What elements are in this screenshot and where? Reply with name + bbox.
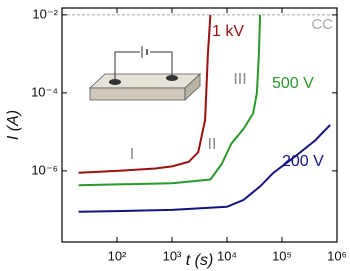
plot-frame	[61, 7, 338, 243]
x-tick-label: 10²	[108, 248, 127, 263]
series-label: 200 V	[282, 153, 324, 170]
series-label: 500 V	[272, 75, 314, 92]
sample-inset	[88, 46, 202, 101]
y-tick-label: 10⁻⁴	[31, 84, 58, 99]
x-tick-label: 10⁴	[217, 248, 237, 263]
x-axis-label: t (s)	[186, 252, 214, 269]
x-tick-label: 10⁶	[327, 248, 347, 263]
compliance-label: CC	[311, 16, 333, 33]
line-series	[78, 124, 331, 213]
annotation: II	[208, 136, 217, 153]
line-series	[78, 14, 262, 187]
y-tick-label: 10⁻²	[32, 6, 58, 21]
series-label: 1 kV	[212, 23, 244, 40]
x-tick-label: 10⁵	[272, 248, 292, 263]
y-tick-label: 10⁻⁶	[31, 162, 58, 177]
line-series	[78, 14, 212, 174]
y-axis-label: I (A)	[5, 110, 22, 140]
annotation: III	[233, 71, 246, 88]
annotation: I	[130, 146, 134, 163]
x-tick-label: 10³	[163, 248, 182, 263]
